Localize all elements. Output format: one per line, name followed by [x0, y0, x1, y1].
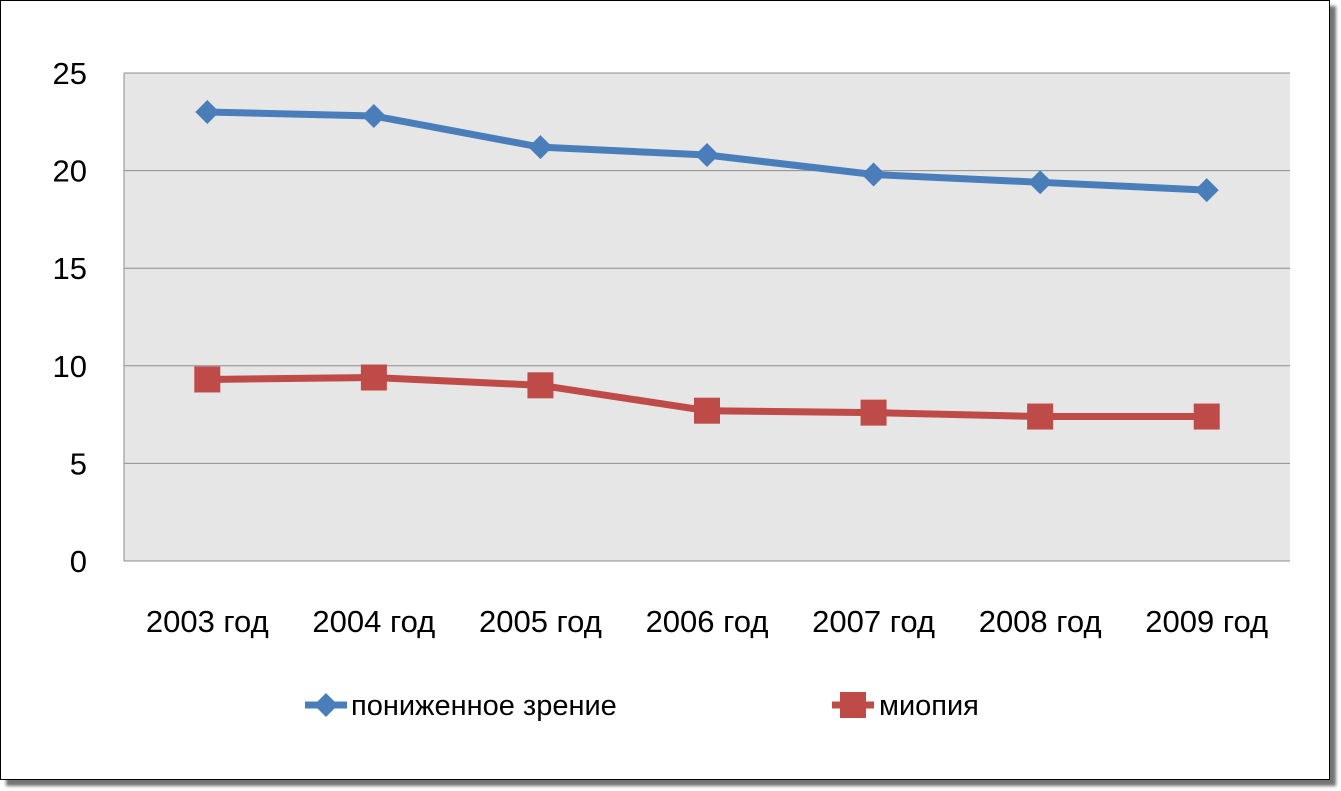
series-0 [195, 100, 1219, 203]
data-point-diamond [695, 142, 719, 167]
y-axis-ticks: 0 5 10 15 20 25 [53, 56, 87, 579]
line-chart: 0 5 10 15 20 25 2003 год 2004 год 2005 год 2006 … [53, 56, 1290, 722]
data-point-square [360, 364, 387, 391]
data-point-diamond [1028, 170, 1053, 195]
y-tick-label: 10 [53, 349, 87, 384]
x-tick-label: 2006 год [646, 604, 769, 639]
chart-frame: 0 5 10 15 20 25 2003 год 2004 год 2005 год 2006 … [0, 0, 1330, 780]
x-tick-label: 2009 год [1145, 604, 1268, 639]
series-1 [194, 364, 1220, 430]
x-tick-label: 2008 год [979, 604, 1102, 639]
data-point-diamond [861, 162, 886, 187]
data-point-diamond [361, 103, 386, 128]
data-point-square [860, 399, 887, 426]
y-tick-label: 25 [53, 56, 87, 91]
y-tick-label: 5 [70, 446, 87, 481]
legend-item-0: пониженное зрение [305, 690, 617, 722]
legend-label: миопия [879, 690, 979, 722]
legend-label: пониженное зрение [351, 690, 617, 722]
legend: пониженное зрение миопия [305, 690, 979, 722]
legend-swatch-marker [840, 692, 866, 718]
y-tick-label: 20 [53, 154, 87, 189]
data-point-square [694, 397, 720, 424]
x-axis-ticks: 2003 год 2004 год 2005 год 2006 год 2007 год… [146, 604, 1268, 639]
legend-item-1: миопия [832, 690, 979, 722]
data-point-square [527, 372, 554, 399]
x-tick-label: 2004 год [312, 604, 435, 639]
y-tick-label: 15 [53, 251, 87, 286]
data-point-square [1193, 403, 1220, 430]
legend-swatch-marker [314, 693, 338, 717]
x-tick-label: 2003 год [146, 604, 269, 639]
x-tick-label: 2005 год [479, 604, 602, 639]
data-point-square [194, 366, 221, 393]
data-point-square [1027, 403, 1054, 430]
data-point-diamond [528, 135, 553, 160]
x-tick-label: 2007 год [812, 604, 935, 639]
data-point-diamond [195, 100, 220, 125]
y-tick-label: 0 [70, 544, 87, 579]
data-point-diamond [1194, 178, 1219, 203]
series-layer [194, 100, 1220, 430]
